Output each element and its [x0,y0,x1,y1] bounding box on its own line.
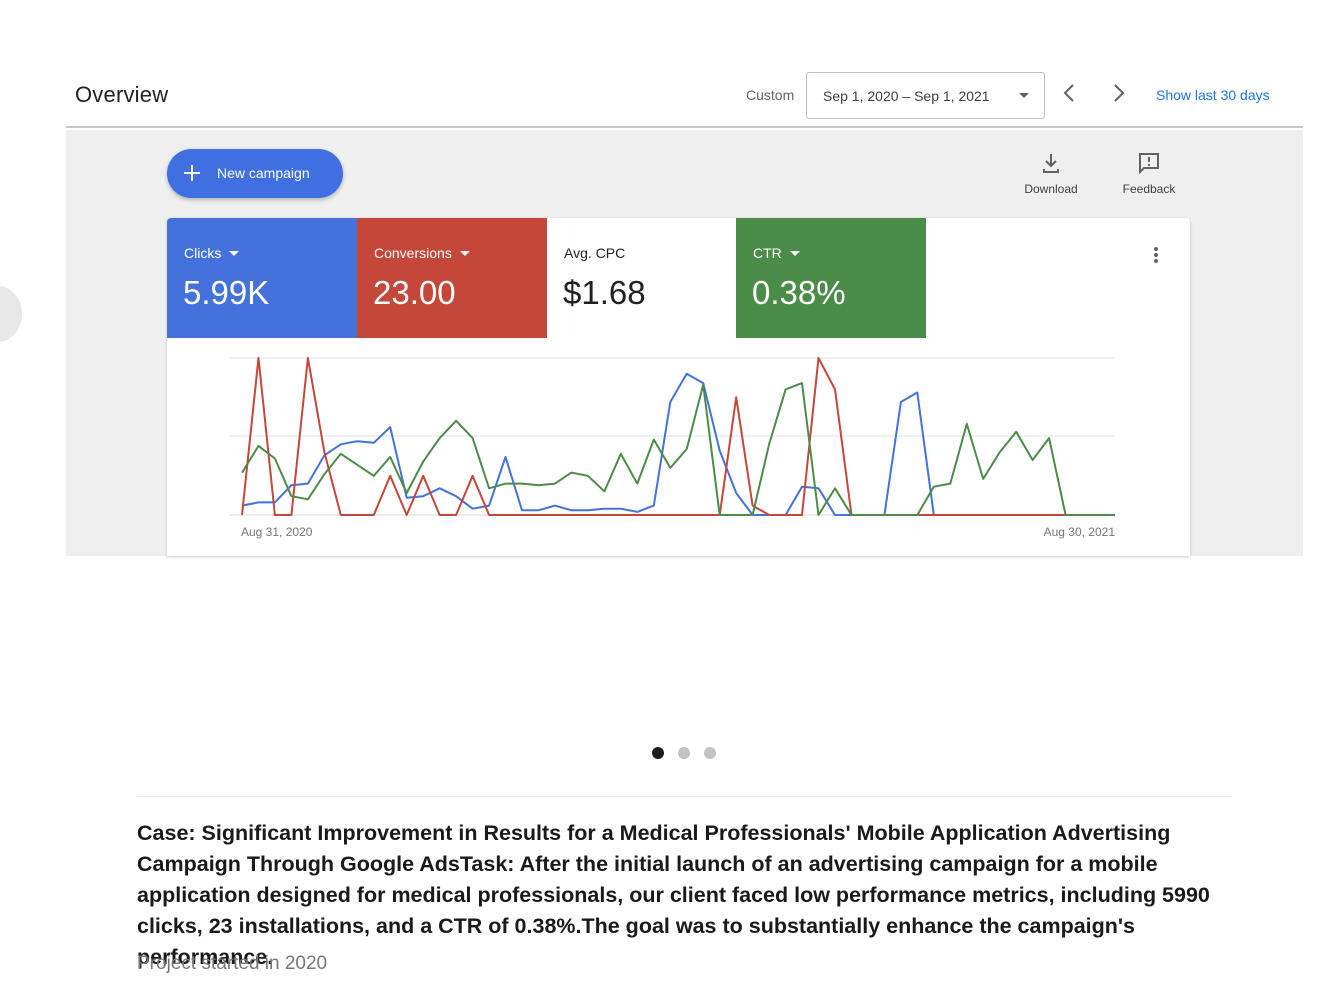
performance-line-chart: Aug 31, 2020 Aug 30, 2021 [229,357,1116,539]
x-axis-end-label: Aug 30, 2021 [1044,525,1116,539]
date-range-select[interactable]: Sep 1, 2020 – Sep 1, 2021 [806,72,1045,119]
download-button[interactable]: Download [1011,152,1091,198]
more-options-icon[interactable] [1150,247,1162,267]
project-started-text: Project started in 2020 [137,953,328,974]
series-line-1 [241,372,1115,516]
dropdown-caret-icon [1019,93,1029,98]
metric-label: Avg. CPC [564,245,625,261]
metric-ctr[interactable]: CTR 0.38% [736,218,926,338]
metric-label: Clicks [184,245,240,261]
new-campaign-button[interactable]: New campaign [167,149,343,198]
metric-conversions[interactable]: Conversions 23.00 [357,218,547,338]
metric-label-text: CTR [753,245,782,261]
feedback-icon [1139,153,1159,174]
case-description: Case: Significant Improvement in Results… [137,821,1210,969]
dropdown-caret-icon [229,250,240,256]
download-icon [1043,154,1059,173]
metric-value: 23.00 [373,274,456,311]
series-line-3 [241,382,1115,516]
metric-label-text: Avg. CPC [564,245,626,261]
section-divider [137,796,1232,797]
download-label: Download [1024,182,1078,196]
metric-value: 0.38% [752,274,846,311]
metric-clicks[interactable]: Clicks 5.99K [167,218,357,338]
carousel-pager [652,747,716,759]
metric-value: 5.99K [183,274,270,311]
page-title: Overview [75,82,169,107]
metric-label: Conversions [374,245,470,261]
new-campaign-label: New campaign [217,165,310,181]
metric-avg-cpc[interactable]: Avg. CPC $1.68 [547,218,737,338]
performance-card: Clicks 5.99K Conversions 23.00 Avg. CPC … [167,218,1190,556]
chevron-left-icon[interactable] [1058,82,1080,104]
feedback-button[interactable]: Feedback [1109,152,1189,198]
plus-icon [184,165,200,181]
metric-label-text: Clicks [184,245,222,261]
metric-value: $1.68 [563,274,646,311]
x-axis-start-label: Aug 31, 2020 [241,525,313,539]
dropdown-caret-icon [459,250,470,256]
overview-header: Overview Custom Sep 1, 2020 – Sep 1, 202… [66,60,1303,128]
metric-label-text: Conversions [374,245,452,261]
pager-dot-2[interactable] [678,747,690,759]
overview-panel: New campaign Download Feedback Clicks 5.… [66,130,1303,556]
pager-dot-3[interactable] [704,747,716,759]
show-last-30-days-link[interactable]: Show last 30 days [1156,87,1270,103]
chevron-right-icon[interactable] [1108,82,1130,104]
carousel-side-handle[interactable] [0,286,22,342]
series-line-2 [241,357,1115,516]
date-mode-label: Custom [746,87,795,103]
metric-label: CTR [753,245,800,261]
date-range-value: Sep 1, 2020 – Sep 1, 2021 [823,88,990,104]
dropdown-caret-icon [789,250,800,256]
pager-dot-1[interactable] [652,747,664,759]
feedback-label: Feedback [1122,182,1176,196]
